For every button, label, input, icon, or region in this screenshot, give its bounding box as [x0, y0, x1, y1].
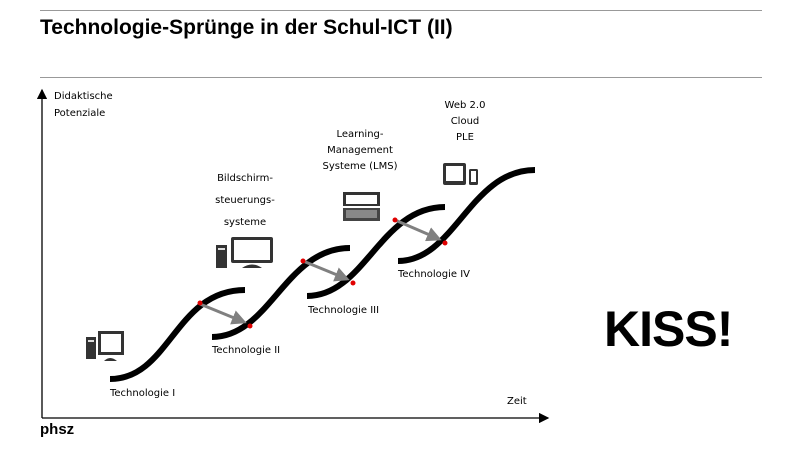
- desc-line: PLE: [456, 132, 474, 143]
- transition-arrow-1: [199, 302, 247, 325]
- top-rule: [40, 10, 762, 11]
- technologie-3-description: Learning- Management Systeme (LMS): [315, 127, 405, 175]
- curve-technologie-4: [397, 167, 536, 264]
- technologie-2-label: Technologie II: [212, 345, 281, 356]
- transition-dot: [197, 300, 203, 306]
- desc-line: Bildschirm-: [217, 173, 273, 184]
- laptop-icon: [343, 192, 380, 221]
- desc-line: Management: [327, 145, 393, 156]
- desc-line: Learning-: [336, 129, 384, 140]
- desc-line: Systeme (LMS): [322, 161, 398, 172]
- desktop-computer-icon: [86, 331, 124, 361]
- curve-technologie-3: [306, 204, 446, 299]
- technologie-4-label: Technologie IV: [398, 269, 470, 280]
- transition-dot: [300, 258, 306, 264]
- monitor-icon: [216, 237, 273, 268]
- slide-title: Technologie-Sprünge in der Schul-ICT (II…: [40, 16, 453, 39]
- x-axis-label: Zeit: [507, 396, 527, 407]
- transition-arrow-3: [394, 218, 442, 242]
- desc-line: systeme: [223, 217, 267, 228]
- kiss-slogan: KISS!: [604, 301, 733, 357]
- transition-arrow-2: [302, 259, 350, 282]
- curve-technologie-2: [211, 245, 351, 340]
- desc-line: Cloud: [450, 116, 480, 127]
- transition-dot: [247, 323, 253, 329]
- tablet-phone-icon: [443, 163, 478, 185]
- title-rule: [40, 77, 762, 78]
- transition-dot: [350, 280, 356, 286]
- technologie-3-label: Technologie III: [308, 305, 380, 316]
- transition-dot: [442, 240, 448, 246]
- y-axis-label-line1: Didaktische: [54, 91, 113, 102]
- curve-technologie-1: [109, 287, 246, 382]
- transition-dot: [392, 217, 398, 223]
- phsz-logo: phsz: [40, 421, 75, 438]
- technologie-1-label: Technologie I: [110, 388, 176, 399]
- y-axis-label-line2: Potenziale: [54, 108, 106, 119]
- technologie-4-description: Web 2.0 Cloud PLE: [430, 98, 500, 146]
- desc-line: steuerungs-: [215, 195, 275, 206]
- desc-line: Web 2.0: [444, 100, 486, 111]
- technologie-2-description: Bildschirm- steuerungs- systeme: [205, 168, 285, 234]
